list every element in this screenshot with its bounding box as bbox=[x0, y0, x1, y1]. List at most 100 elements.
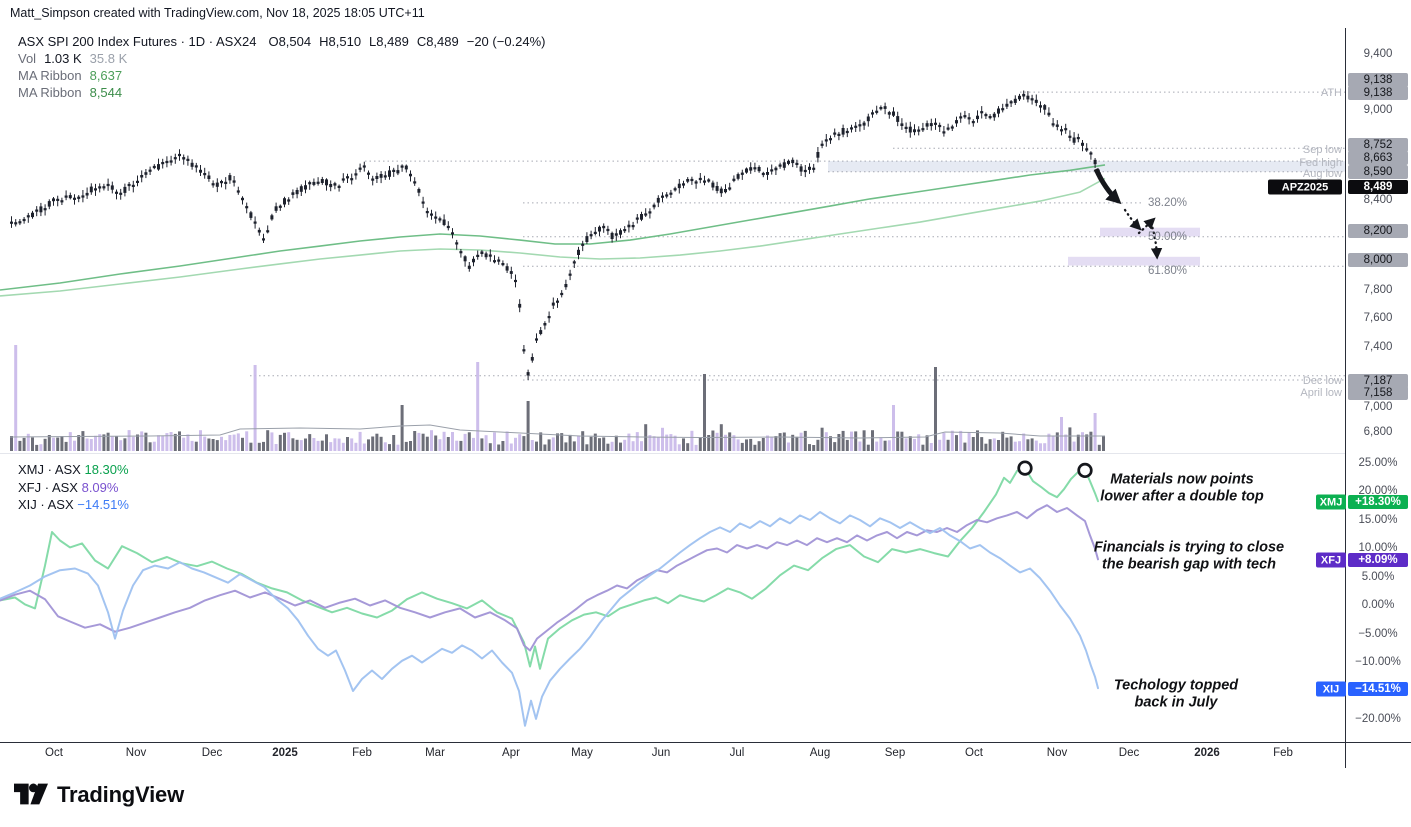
ma-ribbon-value-1: 8,637 bbox=[89, 68, 123, 83]
legend-symbol-xmj: XMJ · ASX bbox=[18, 462, 81, 477]
ma-ribbon-label-2: MA Ribbon bbox=[18, 85, 82, 100]
ticker-value-chip-xmj: +18.30% bbox=[1348, 495, 1408, 509]
legend-symbol-xfj: XFJ · ASX bbox=[18, 479, 78, 495]
fib-level-label: 61.80% bbox=[1148, 265, 1188, 277]
percent-scale-label: −10.00% bbox=[1355, 656, 1401, 668]
level-label: Dec low bbox=[1302, 375, 1342, 387]
ticker-chip-xfj: XFJ bbox=[1316, 552, 1346, 568]
ohlc-close: C8,489 bbox=[416, 34, 459, 49]
watermark-text: Matt_Simpson created with TradingView.co… bbox=[10, 6, 425, 20]
percent-scale-label: 10.00% bbox=[1358, 542, 1398, 554]
price-scale-label: 7,187 bbox=[1348, 374, 1408, 388]
annotation-technology[interactable]: Techology topped back in July bbox=[1113, 677, 1239, 711]
legend-row-xij[interactable]: XIJ · ASX −14.51% bbox=[18, 496, 129, 514]
main-legend[interactable]: ASX SPI 200 Index Futures · 1D · ASX24 O8… bbox=[18, 33, 554, 101]
time-axis-label: 2025 bbox=[272, 747, 298, 759]
tradingview-logo-text: TradingView bbox=[57, 781, 184, 807]
price-scale-label: 7,400 bbox=[1363, 341, 1393, 353]
tradingview-logo-icon bbox=[14, 783, 48, 805]
price-scale-label: 7,600 bbox=[1363, 312, 1393, 324]
ticker-chip-xij: XIJ bbox=[1316, 681, 1346, 697]
level-label: Aug low bbox=[1302, 168, 1342, 180]
price-scale-label: 9,000 bbox=[1363, 104, 1393, 116]
time-axis-label: Jun bbox=[651, 747, 671, 759]
level-label: Fed high bbox=[1299, 157, 1342, 169]
volume-row[interactable]: Vol 1.03 K 35.8 K bbox=[18, 50, 554, 67]
ticker-value-chip-xfj: +8.09% bbox=[1348, 553, 1408, 567]
time-axis-label: 2026 bbox=[1194, 747, 1220, 759]
symbol-row[interactable]: ASX SPI 200 Index Futures · 1D · ASX24 O8… bbox=[18, 33, 554, 50]
time-axis-label: Mar bbox=[425, 747, 445, 759]
volume-value: 1.03 K bbox=[44, 51, 82, 66]
price-scale-label: 9,138 bbox=[1348, 73, 1408, 87]
ohlc-change: −20 (−0.24%) bbox=[466, 34, 546, 49]
volume-ma-value: 35.8 K bbox=[89, 51, 128, 66]
price-scale-label: 9,138 bbox=[1348, 86, 1408, 100]
price-scale-label: 8,400 bbox=[1363, 194, 1393, 206]
percent-scale-label: 0.00% bbox=[1361, 599, 1395, 611]
percent-scale-label: 15.00% bbox=[1358, 514, 1398, 526]
pane-divider[interactable] bbox=[0, 453, 1345, 454]
price-scale-label: 8,752 bbox=[1348, 138, 1408, 152]
time-axis-label: Sep bbox=[884, 747, 906, 759]
percent-scale-label: −5.00% bbox=[1358, 628, 1398, 640]
percent-scale-label: 5.00% bbox=[1361, 571, 1395, 583]
price-scale-label: 8,590 bbox=[1348, 165, 1408, 179]
price-scale-border bbox=[1345, 28, 1346, 768]
time-axis-label: Nov bbox=[125, 747, 147, 759]
price-scale-label: 7,800 bbox=[1363, 284, 1393, 296]
price-scale-label: 8,200 bbox=[1348, 224, 1408, 238]
time-axis-label: Oct bbox=[45, 747, 63, 759]
volume-label: Vol bbox=[18, 51, 37, 66]
legend-value-xij: −14.51% bbox=[77, 497, 129, 512]
price-scale-label: 8,000 bbox=[1348, 253, 1408, 267]
percent-scale-label: 25.00% bbox=[1358, 457, 1398, 469]
time-axis-label: May bbox=[571, 747, 593, 759]
contract-label-badge: APZ2025 bbox=[1268, 179, 1342, 195]
time-axis-label: Feb bbox=[352, 747, 372, 759]
legend-row-xfj[interactable]: XFJ · ASX 8.09% bbox=[18, 479, 129, 497]
price-scale-label: 9,400 bbox=[1363, 48, 1393, 60]
price-scale-label: 8,489 bbox=[1348, 180, 1408, 194]
level-label: ATH bbox=[1320, 87, 1342, 99]
price-scale-label: 8,663 bbox=[1348, 151, 1408, 165]
legend-symbol-xij: XIJ · ASX bbox=[18, 497, 74, 512]
ticker-value-chip-xij: −14.51% bbox=[1348, 682, 1408, 696]
time-axis-border bbox=[0, 742, 1411, 743]
legend-value-xfj: 8.09% bbox=[81, 479, 119, 495]
level-label: Sep low bbox=[1302, 144, 1342, 156]
tradingview-logo[interactable]: TradingView bbox=[14, 781, 184, 808]
legend-row-xmj[interactable]: XMJ · ASX 18.30% bbox=[18, 461, 129, 479]
ohlc-high: H8,510 bbox=[319, 34, 362, 49]
legend-value-xmj: 18.30% bbox=[84, 462, 129, 477]
price-scale-label: 6,800 bbox=[1363, 426, 1393, 438]
annotation-materials[interactable]: Materials now points lower after a doubl… bbox=[1100, 471, 1264, 505]
symbol-title: ASX SPI 200 Index Futures · 1D · ASX24 bbox=[18, 34, 257, 49]
ohlc-open: O8,504 bbox=[268, 34, 312, 49]
ma-ribbon-row-1[interactable]: MA Ribbon 8,637 bbox=[18, 67, 554, 84]
time-axis-label: Aug bbox=[809, 747, 831, 759]
time-axis-label: Oct bbox=[965, 747, 983, 759]
fib-level-label: 50.00% bbox=[1148, 231, 1188, 243]
lower-legend[interactable]: XMJ · ASX 18.30% XFJ · ASX 8.09% XIJ · A… bbox=[18, 461, 129, 514]
time-axis-label: Dec bbox=[1118, 747, 1140, 759]
time-axis-label: Apr bbox=[502, 747, 520, 759]
ticker-chip-xmj: XMJ bbox=[1316, 494, 1346, 510]
ma-ribbon-label-1: MA Ribbon bbox=[18, 68, 82, 83]
percent-scale-label: 20.00% bbox=[1358, 485, 1398, 497]
ma-ribbon-row-2[interactable]: MA Ribbon 8,544 bbox=[18, 84, 554, 101]
fib-level-label: 38.20% bbox=[1148, 197, 1188, 209]
price-scale-label: 7,000 bbox=[1363, 401, 1393, 413]
time-axis-label: Feb bbox=[1273, 747, 1293, 759]
annotation-financials[interactable]: Financials is trying to close the bearis… bbox=[1093, 539, 1285, 573]
time-axis-label: Jul bbox=[729, 747, 745, 759]
price-scale-label: 7,158 bbox=[1348, 386, 1408, 400]
ma-ribbon-value-2: 8,544 bbox=[89, 85, 123, 100]
percent-scale-label: −20.00% bbox=[1355, 713, 1401, 725]
time-axis-label: Dec bbox=[201, 747, 223, 759]
ohlc-low: L8,489 bbox=[369, 34, 409, 49]
time-axis-label: Nov bbox=[1046, 747, 1068, 759]
level-label: April low bbox=[1300, 387, 1342, 399]
